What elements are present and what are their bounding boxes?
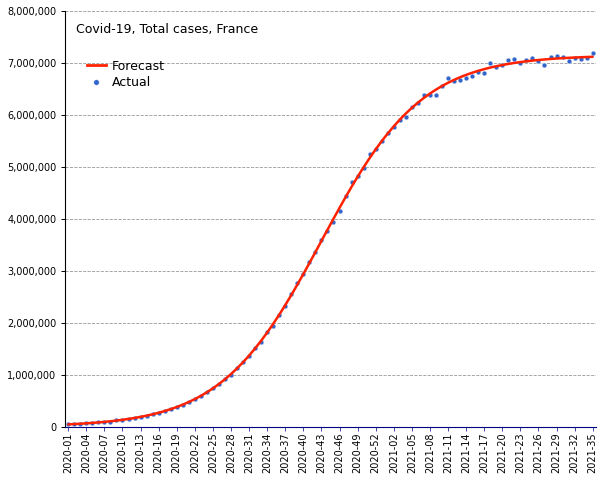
Forecast xyxy=(324,227,331,233)
Forecast xyxy=(553,56,560,61)
Forecast xyxy=(209,385,217,391)
Actual xyxy=(71,421,78,427)
Forecast xyxy=(589,54,597,60)
Actual xyxy=(330,219,337,225)
Actual xyxy=(559,54,566,60)
Forecast xyxy=(65,421,72,427)
Actual xyxy=(83,420,90,426)
Forecast xyxy=(372,146,379,152)
Text: Covid-19, Total cases, France: Covid-19, Total cases, France xyxy=(76,24,258,36)
Actual xyxy=(589,50,597,56)
Actual xyxy=(378,138,385,144)
Legend: Forecast, Actual: Forecast, Actual xyxy=(82,55,170,95)
Line: Forecast: Forecast xyxy=(68,57,593,424)
Actual xyxy=(221,376,229,382)
Forecast xyxy=(77,421,84,427)
Actual xyxy=(215,382,223,387)
Actual xyxy=(65,421,72,427)
Forecast xyxy=(215,381,223,387)
Line: Actual: Actual xyxy=(66,50,595,427)
